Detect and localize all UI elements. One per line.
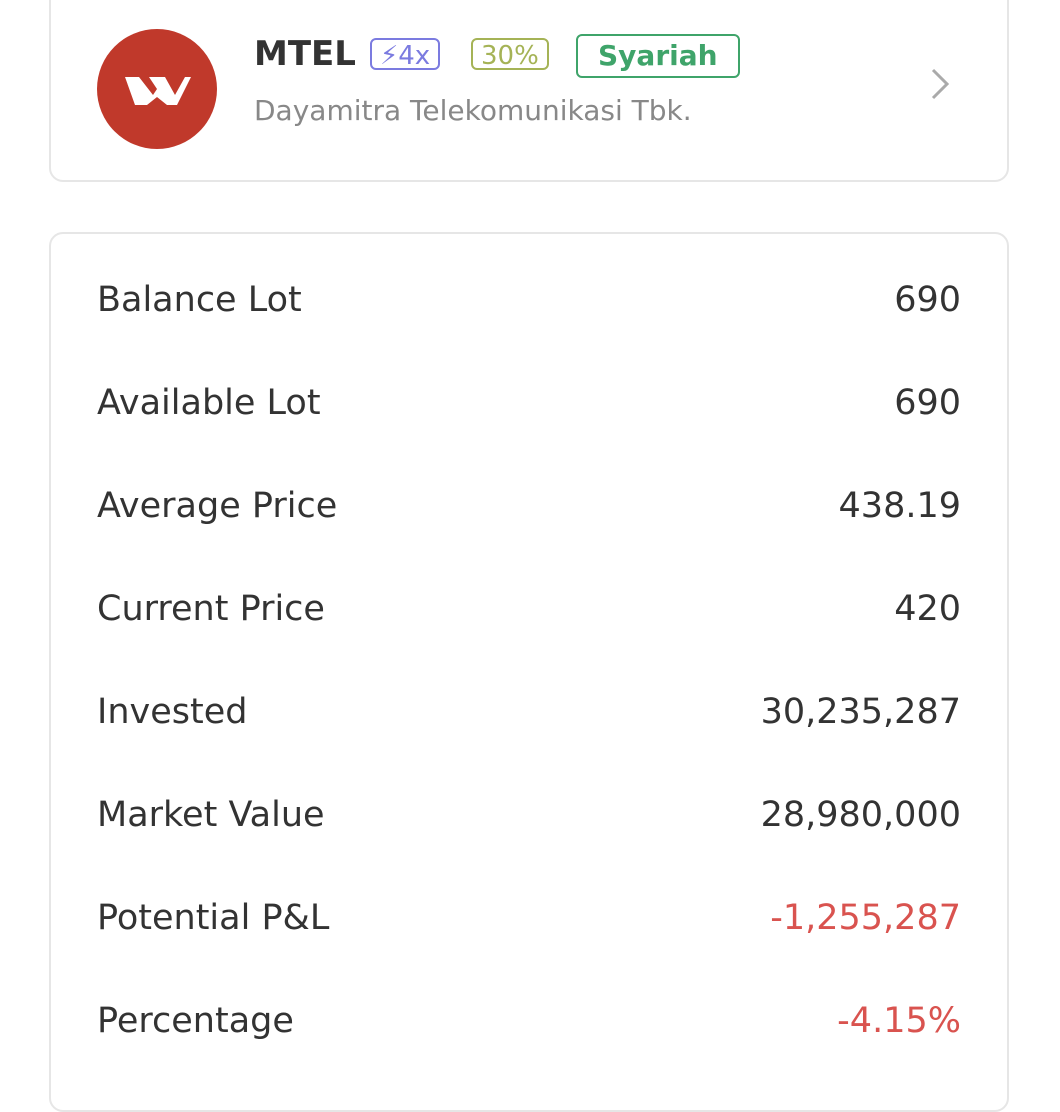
logo <box>97 29 217 149</box>
details-card: Balance Lot 690 Available Lot 690 Average Pr… <box>49 232 1009 1112</box>
row-value: 690 <box>894 280 961 320</box>
detail-row: Market Value 28,980,000 <box>97 785 961 845</box>
row-label: Average Price <box>97 486 338 526</box>
badge: Syariah <box>576 34 740 78</box>
detail-row: Percentage -4.15% <box>97 991 961 1051</box>
page: MTEL ⚡4x 30% Syariah Dayamitra Telekomun… <box>49 0 1009 1112</box>
stock-card[interactable]: MTEL ⚡4x 30% Syariah Dayamitra Telekomun… <box>49 0 1009 182</box>
row-label: Balance Lot <box>97 280 302 320</box>
row-value: 420 <box>894 589 961 629</box>
row-value: 30,235,287 <box>760 692 961 732</box>
ticker: MTEL <box>254 34 356 74</box>
badge: 30% <box>471 38 549 71</box>
chevron[interactable] <box>929 66 953 102</box>
row-label: Percentage <box>97 1001 294 1041</box>
company-name: Dayamitra Telekomunikasi Tbk. <box>254 94 692 127</box>
row-label: Market Value <box>97 795 325 835</box>
detail-row: Average Price 438.19 <box>97 476 961 536</box>
row-value: 438.19 <box>838 486 961 526</box>
detail-row: Balance Lot 690 <box>97 270 961 330</box>
row-label: Potential P&L <box>97 898 330 938</box>
row-value: 28,980,000 <box>760 795 961 835</box>
detail-row: Potential P&L -1,255,287 <box>97 888 961 948</box>
badge: ⚡4x <box>370 38 441 71</box>
row-label: Available Lot <box>97 383 321 423</box>
row-value: -4.15% <box>837 1001 961 1041</box>
detail-row: Invested 30,235,287 <box>97 682 961 742</box>
row-value: -1,255,287 <box>770 898 961 938</box>
row-label: Invested <box>97 692 248 732</box>
row-label: Current Price <box>97 589 325 629</box>
detail-row: Current Price 420 <box>97 579 961 639</box>
row-value: 690 <box>894 383 961 423</box>
detail-row: Available Lot 690 <box>97 373 961 433</box>
badge-text: 4x <box>398 41 431 71</box>
